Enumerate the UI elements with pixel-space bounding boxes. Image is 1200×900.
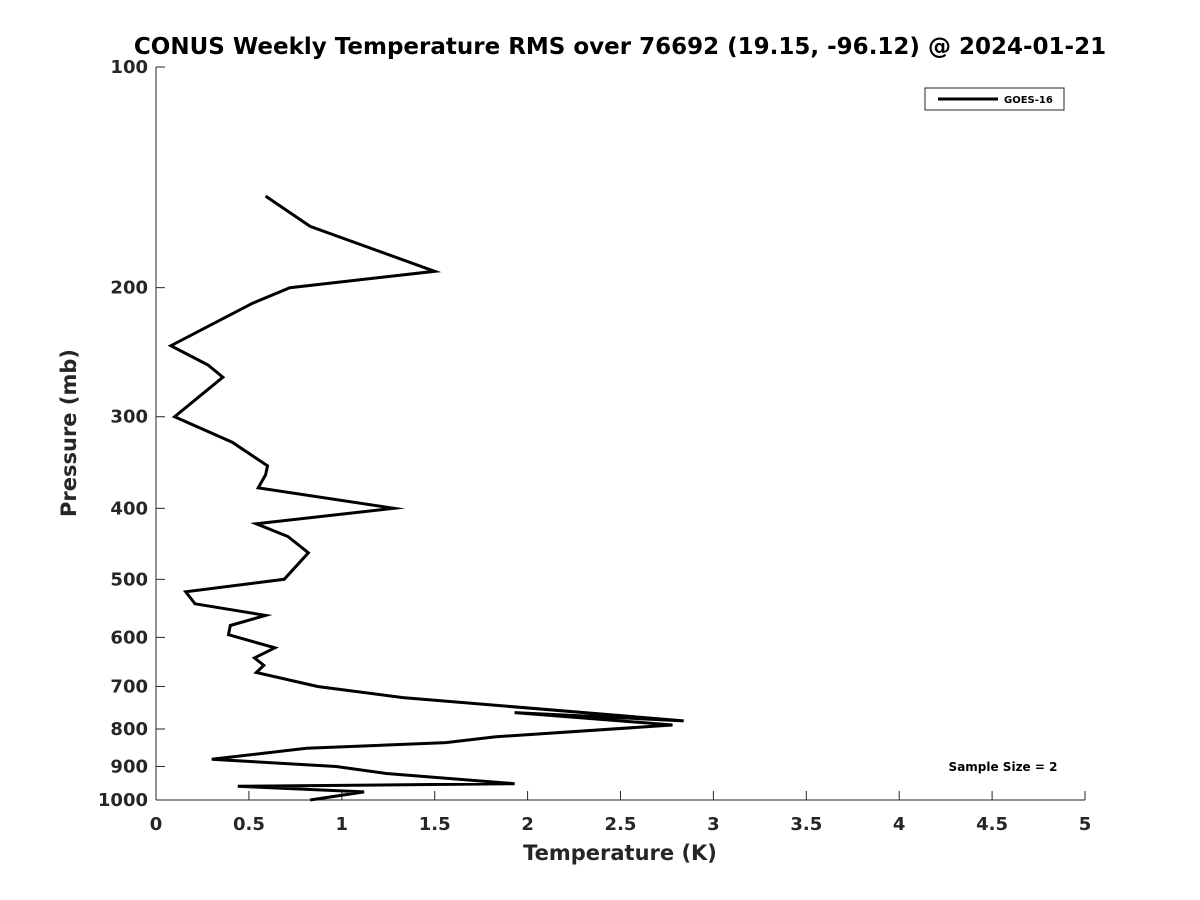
- y-tick-label: 400: [110, 498, 148, 519]
- x-tick-label: 2: [521, 814, 534, 835]
- y-tick-label: 600: [110, 627, 148, 648]
- legend-label-goes-16: GOES-16: [1004, 95, 1053, 106]
- y-tick-label: 1000: [98, 790, 148, 811]
- y-tick-label: 100: [110, 57, 148, 78]
- x-tick-label: 0: [150, 814, 163, 835]
- series-layer: [167, 194, 684, 802]
- x-tick-label: 5: [1079, 814, 1092, 835]
- x-tick-label: 4.5: [976, 814, 1008, 835]
- y-tick-label: 500: [110, 569, 148, 590]
- y-tick-label: 700: [110, 676, 148, 697]
- x-tick-label: 3: [707, 814, 720, 835]
- sample-size-annotation: Sample Size = 2: [949, 760, 1058, 774]
- plot-area: [155, 67, 1085, 801]
- y-tick-label: 300: [110, 407, 148, 428]
- y-tick-label: 200: [110, 278, 148, 299]
- x-tick-label: 0.5: [233, 814, 265, 835]
- x-tick-label: 3.5: [790, 814, 822, 835]
- y-ticks: 100 200 300 400 500 600 700 800 900 1000: [98, 57, 165, 811]
- legend: GOES-16: [924, 87, 1065, 111]
- x-ticks: 0 0.5 1 1.5 2 2.5 3 3.5 4 4.5 5: [150, 791, 1092, 835]
- y-tick-label: 900: [110, 756, 148, 777]
- y-axis-label: Pressure (mb): [57, 349, 81, 517]
- x-axis-label: Temperature (K): [523, 841, 717, 865]
- series-line-goes-16: [167, 194, 684, 802]
- chart-title: CONUS Weekly Temperature RMS over 76692 …: [134, 34, 1106, 60]
- y-tick-label: 800: [110, 719, 148, 740]
- x-tick-label: 1: [336, 814, 349, 835]
- x-tick-label: 4: [893, 814, 906, 835]
- x-tick-label: 2.5: [605, 814, 637, 835]
- x-tick-label: 1.5: [419, 814, 451, 835]
